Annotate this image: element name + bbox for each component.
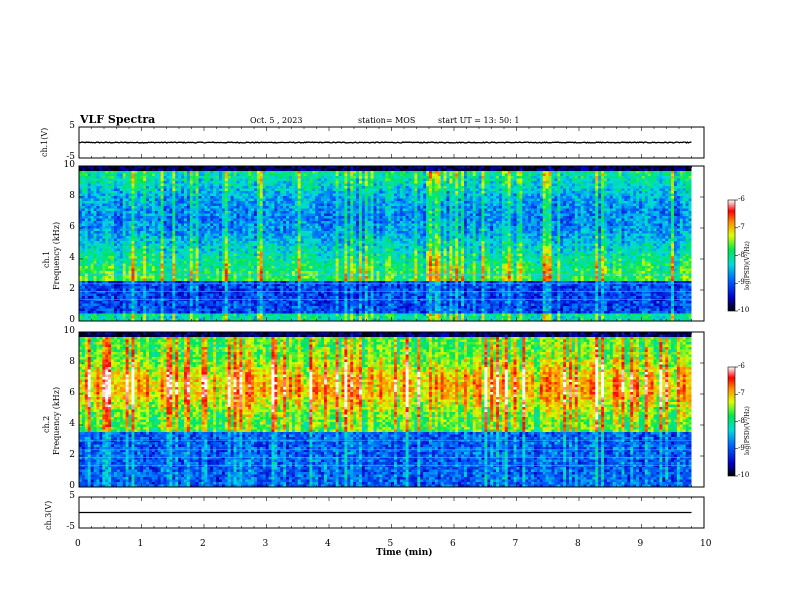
- colorbar-tick-2-4: -10: [738, 471, 749, 479]
- xtick-label-9: 9: [638, 539, 644, 549]
- colorbar-ch2: [727, 366, 738, 477]
- ch2-spec-ylabel-top: ch.2: [42, 416, 51, 433]
- waveform-trace-0: [78, 141, 692, 144]
- colorbar-tick-1-3: -9: [738, 278, 745, 286]
- x-axis-label: Time (min): [376, 548, 433, 558]
- colorbar2-label: log(PSD)(V²/Hz): [744, 406, 751, 455]
- ch2-spectrogram-panel: [78, 331, 705, 488]
- ytick-label-2-4: 8: [69, 357, 75, 367]
- figure-title: VLF Spectra: [80, 113, 155, 126]
- ch1-spec-ylabel-bottom: Frequency (kHz): [52, 222, 61, 290]
- start-time-label: start UT = 13: 50: 1: [438, 116, 519, 125]
- ch3-waveform-panel: [78, 496, 705, 529]
- xtick-label-10: 10: [700, 539, 711, 549]
- colorbar-tick-2-3: -9: [738, 444, 745, 452]
- ytick-label-3-1: -5: [66, 522, 75, 532]
- ch1-spec-ylabel-top: ch.1: [42, 251, 51, 268]
- xtick-label-0: 0: [75, 539, 81, 549]
- colorbar-tick-2-1: -7: [738, 389, 745, 397]
- colorbar-tick-1-2: -8: [738, 251, 745, 259]
- xtick-label-2: 2: [200, 539, 206, 549]
- ytick-label-1-3: 6: [69, 222, 75, 232]
- ytick-label-1-1: 2: [69, 284, 75, 294]
- ytick-label-1-2: 4: [69, 253, 75, 263]
- xtick-label-1: 1: [138, 539, 144, 549]
- ytick-label-2-0: 0: [69, 481, 75, 491]
- colorbar-tick-2-2: -8: [738, 417, 745, 425]
- xtick-label-3: 3: [263, 539, 269, 549]
- ytick-label-0-0: 5: [69, 121, 75, 131]
- date-label: Oct. 5 , 2023: [250, 116, 302, 125]
- ytick-label-2-3: 6: [69, 388, 75, 398]
- ytick-label-0-1: -5: [66, 152, 75, 162]
- ch3-wave-ylabel: ch.3(V): [44, 501, 53, 530]
- colorbar-ch1: [727, 199, 738, 312]
- ch1-wave-ylabel: ch.1(V): [40, 128, 49, 157]
- ytick-label-1-4: 8: [69, 191, 75, 201]
- colorbar-tick-2-0: -6: [738, 362, 745, 370]
- colorbar-tick-1-1: -7: [738, 223, 745, 231]
- ytick-label-2-1: 2: [69, 450, 75, 460]
- colorbar-tick-1-4: -10: [738, 306, 749, 314]
- ch1-waveform-panel: [78, 126, 705, 159]
- xtick-label-6: 6: [450, 539, 456, 549]
- xtick-label-5: 5: [388, 539, 394, 549]
- colorbar-tick-1-0: -6: [738, 195, 745, 203]
- xtick-label-8: 8: [575, 539, 581, 549]
- ytick-label-1-0: 0: [69, 315, 75, 325]
- colorbar-scale-1: [727, 199, 736, 312]
- ytick-label-3-0: 5: [69, 491, 75, 501]
- ytick-label-2-2: 4: [69, 419, 75, 429]
- xtick-label-7: 7: [513, 539, 519, 549]
- ch2-spec-ylabel-bottom: Frequency (kHz): [52, 387, 61, 455]
- colorbar1-label: log(PSD)(V²/Hz): [744, 241, 751, 290]
- ytick-label-1-5: 10: [64, 160, 75, 170]
- xtick-label-4: 4: [325, 539, 331, 549]
- ch1-spectrogram-panel: [78, 165, 705, 322]
- ytick-label-2-5: 10: [64, 326, 75, 336]
- station-label: station= MOS: [358, 116, 415, 125]
- colorbar-scale-2: [727, 366, 736, 477]
